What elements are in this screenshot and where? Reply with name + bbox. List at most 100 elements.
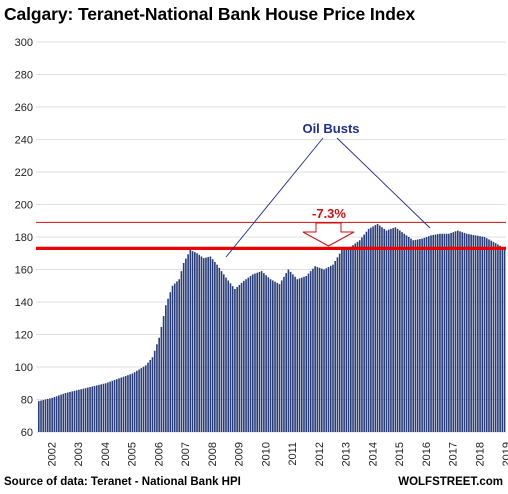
- bar: [225, 277, 227, 432]
- bar: [421, 238, 423, 432]
- bar: [465, 233, 468, 432]
- bar: [365, 231, 368, 432]
- bar: [459, 231, 461, 432]
- y-tick-label: 240: [15, 135, 33, 147]
- x-tick-label: 2004: [100, 442, 112, 466]
- bar: [202, 258, 205, 432]
- bar: [361, 237, 363, 432]
- bar: [133, 372, 136, 432]
- bar: [323, 269, 325, 432]
- bar: [401, 232, 403, 432]
- bar: [385, 230, 388, 432]
- bar: [390, 228, 392, 432]
- bar: [289, 271, 292, 432]
- bar: [102, 383, 105, 432]
- bar: [452, 232, 455, 432]
- bar: [405, 235, 408, 432]
- bar: [454, 231, 457, 432]
- bar: [461, 232, 464, 432]
- bar: [463, 232, 466, 432]
- bar: [98, 384, 100, 432]
- bar: [280, 280, 283, 432]
- source-note: Source of data: Teranet - National Bank …: [4, 476, 241, 488]
- bar: [490, 240, 493, 432]
- bar: [425, 237, 428, 432]
- bar: [352, 245, 354, 432]
- bar: [182, 263, 185, 432]
- bar: [392, 228, 394, 432]
- bar: [501, 247, 504, 432]
- x-tick-label: 2014: [367, 442, 379, 466]
- bar: [374, 225, 377, 432]
- bar: [107, 382, 109, 432]
- bar: [472, 234, 475, 432]
- bar: [303, 276, 305, 432]
- bar: [216, 264, 218, 432]
- bar: [430, 235, 432, 432]
- bar: [356, 241, 359, 432]
- bar: [287, 269, 290, 432]
- bar: [276, 282, 279, 432]
- bar: [419, 239, 421, 432]
- x-tick-label: 2003: [73, 442, 85, 466]
- x-tick-label: 2007: [180, 442, 192, 466]
- bar: [162, 316, 165, 432]
- bar: [142, 366, 145, 432]
- bar: [176, 281, 178, 432]
- bar: [470, 234, 472, 432]
- y-tick-label: 140: [15, 297, 33, 309]
- bar: [169, 292, 172, 432]
- bar: [78, 389, 80, 432]
- bar: [66, 392, 69, 432]
- bar: [191, 251, 194, 432]
- bar: [251, 274, 254, 432]
- bar: [296, 279, 299, 432]
- bar: [309, 271, 312, 432]
- bar: [267, 277, 270, 432]
- bar: [258, 271, 261, 432]
- y-tick-label: 180: [15, 232, 33, 244]
- bar: [165, 305, 167, 432]
- bar: [314, 266, 316, 432]
- bar: [91, 386, 94, 432]
- bar: [436, 234, 439, 432]
- bar: [80, 389, 82, 432]
- bar: [412, 240, 415, 432]
- bar: [234, 289, 236, 432]
- bar: [200, 256, 203, 432]
- bar: [124, 375, 127, 432]
- bar: [75, 390, 78, 432]
- bar: [497, 244, 499, 432]
- bar: [89, 387, 91, 432]
- bar: [158, 337, 160, 432]
- bar: [156, 344, 158, 432]
- bar: [439, 233, 441, 432]
- bar: [222, 274, 225, 432]
- bar: [327, 267, 330, 432]
- bar: [378, 225, 381, 432]
- bar: [104, 383, 107, 432]
- bar: [434, 234, 437, 432]
- bar: [171, 285, 174, 432]
- bar: [118, 378, 120, 432]
- bar: [474, 235, 477, 432]
- bar: [111, 380, 114, 432]
- bar: [416, 239, 419, 432]
- bar: [443, 233, 446, 432]
- bar: [370, 227, 372, 432]
- brand-label: WOLFSTREET.com: [398, 476, 503, 488]
- bar: [42, 400, 45, 432]
- bar: [338, 253, 341, 432]
- bar: [231, 286, 234, 432]
- bar: [82, 388, 85, 432]
- bar: [144, 365, 147, 432]
- bar: [49, 398, 51, 432]
- bar: [38, 401, 40, 432]
- bar: [329, 265, 332, 432]
- bar: [274, 281, 276, 432]
- bar: [292, 274, 294, 432]
- x-tick-label: 2010: [260, 442, 272, 466]
- oil-busts-pointer-left: [225, 137, 324, 258]
- bar: [312, 268, 314, 432]
- bar: [178, 279, 181, 432]
